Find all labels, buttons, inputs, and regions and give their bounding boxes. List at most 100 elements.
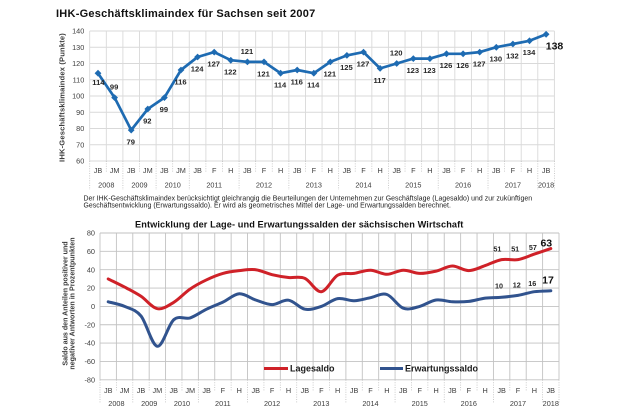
svg-text:114: 114 [274, 81, 287, 90]
svg-text:H: H [377, 166, 382, 175]
svg-text:JM: JM [120, 386, 130, 395]
svg-text:124: 124 [191, 64, 204, 73]
svg-text:JB: JB [343, 166, 352, 175]
svg-text:79: 79 [126, 138, 134, 147]
svg-text:F: F [361, 166, 366, 175]
svg-text:H: H [427, 166, 432, 175]
svg-text:IHK-Geschäftsklimaindex (Punkt: IHK-Geschäftsklimaindex (Punkte) [58, 33, 67, 162]
svg-text:JB: JB [193, 166, 202, 175]
svg-text:F: F [461, 166, 466, 175]
svg-text:H: H [483, 386, 488, 395]
svg-text:Geschäftsentwicklung (Erwartun: Geschäftsentwicklung (Erwartungssaldo). … [84, 203, 451, 210]
svg-text:JB: JB [94, 166, 103, 175]
svg-text:JB: JB [542, 166, 551, 175]
svg-text:63: 63 [540, 237, 552, 249]
svg-text:122: 122 [224, 68, 237, 77]
svg-text:90: 90 [76, 108, 84, 117]
svg-text:92: 92 [143, 116, 151, 125]
svg-text:JB: JB [170, 386, 179, 395]
svg-text:JB: JB [293, 166, 302, 175]
svg-text:99: 99 [110, 83, 118, 92]
svg-text:JB: JB [202, 386, 211, 395]
svg-text:JM: JM [110, 166, 120, 175]
svg-text:114: 114 [92, 78, 105, 87]
svg-text:121: 121 [257, 69, 270, 78]
svg-text:117: 117 [373, 76, 385, 85]
svg-text:H: H [532, 386, 537, 395]
svg-text:F: F [368, 386, 373, 395]
svg-text:114: 114 [307, 81, 320, 90]
svg-text:H: H [228, 166, 233, 175]
svg-text:2015: 2015 [412, 399, 428, 408]
svg-text:2018: 2018 [543, 399, 559, 408]
svg-text:2009: 2009 [141, 399, 157, 408]
svg-text:JM: JM [153, 386, 163, 395]
svg-text:2014: 2014 [362, 399, 378, 408]
svg-text:70: 70 [76, 140, 84, 149]
svg-text:JB: JB [243, 166, 252, 175]
svg-text:F: F [212, 166, 217, 175]
svg-text:2012: 2012 [256, 181, 272, 190]
svg-text:negativer Antworten in Prozent: negativer Antworten in Prozentpunkten [69, 237, 77, 369]
svg-text:138: 138 [546, 41, 564, 53]
svg-text:2010: 2010 [165, 181, 181, 190]
svg-text:F: F [270, 386, 275, 395]
svg-text:132: 132 [506, 51, 519, 60]
svg-text:2016: 2016 [455, 181, 471, 190]
svg-text:JB: JB [251, 386, 260, 395]
svg-text:H: H [477, 166, 482, 175]
svg-text:2017: 2017 [510, 399, 526, 408]
svg-text:16: 16 [528, 279, 536, 288]
svg-text:126: 126 [440, 61, 453, 70]
svg-text:0: 0 [91, 302, 95, 311]
svg-text:JB: JB [547, 386, 556, 395]
svg-text:121: 121 [241, 47, 254, 56]
svg-text:F: F [511, 166, 516, 175]
svg-text:JB: JB [137, 386, 146, 395]
svg-text:127: 127 [207, 60, 220, 69]
svg-text:Erwartungssaldo: Erwartungssaldo [405, 364, 479, 374]
svg-text:2013: 2013 [313, 399, 329, 408]
svg-text:20: 20 [87, 284, 95, 293]
svg-text:10: 10 [495, 282, 503, 291]
svg-text:H: H [286, 386, 291, 395]
svg-text:12: 12 [513, 280, 521, 289]
svg-text:2016: 2016 [461, 399, 477, 408]
svg-text:17: 17 [542, 274, 554, 286]
svg-text:2014: 2014 [355, 181, 371, 190]
svg-text:F: F [411, 166, 416, 175]
svg-text:40: 40 [87, 265, 95, 274]
svg-text:F: F [262, 166, 267, 175]
svg-text:JB: JB [399, 386, 408, 395]
svg-text:2015: 2015 [405, 181, 421, 190]
svg-text:F: F [516, 386, 521, 395]
svg-text:2011: 2011 [206, 181, 222, 190]
svg-text:F: F [417, 386, 422, 395]
svg-text:2008: 2008 [98, 181, 114, 190]
svg-text:51: 51 [511, 245, 519, 254]
svg-text:123: 123 [406, 66, 419, 75]
svg-text:-60: -60 [84, 357, 95, 366]
svg-text:120: 120 [72, 59, 84, 68]
svg-text:127: 127 [473, 60, 486, 69]
svg-text:H: H [328, 166, 333, 175]
svg-text:F: F [467, 386, 472, 395]
svg-text:57: 57 [529, 243, 537, 252]
svg-text:JB: JB [350, 386, 359, 395]
svg-text:2010: 2010 [174, 399, 190, 408]
svg-text:116: 116 [291, 77, 303, 86]
svg-text:60: 60 [87, 247, 95, 256]
svg-text:Entwicklung der Lage- und Erwa: Entwicklung der Lage- und Erwartungssald… [135, 220, 463, 230]
svg-text:2011: 2011 [215, 399, 231, 408]
svg-text:JB: JB [448, 386, 457, 395]
svg-text:140: 140 [72, 27, 84, 36]
svg-text:2018: 2018 [538, 181, 554, 190]
svg-text:JB: JB [492, 166, 501, 175]
svg-text:125: 125 [340, 63, 353, 72]
svg-text:H: H [527, 166, 532, 175]
svg-text:134: 134 [523, 48, 536, 57]
svg-text:H: H [335, 386, 340, 395]
svg-text:JB: JB [160, 166, 169, 175]
svg-text:JB: JB [392, 166, 401, 175]
svg-text:JB: JB [104, 386, 113, 395]
